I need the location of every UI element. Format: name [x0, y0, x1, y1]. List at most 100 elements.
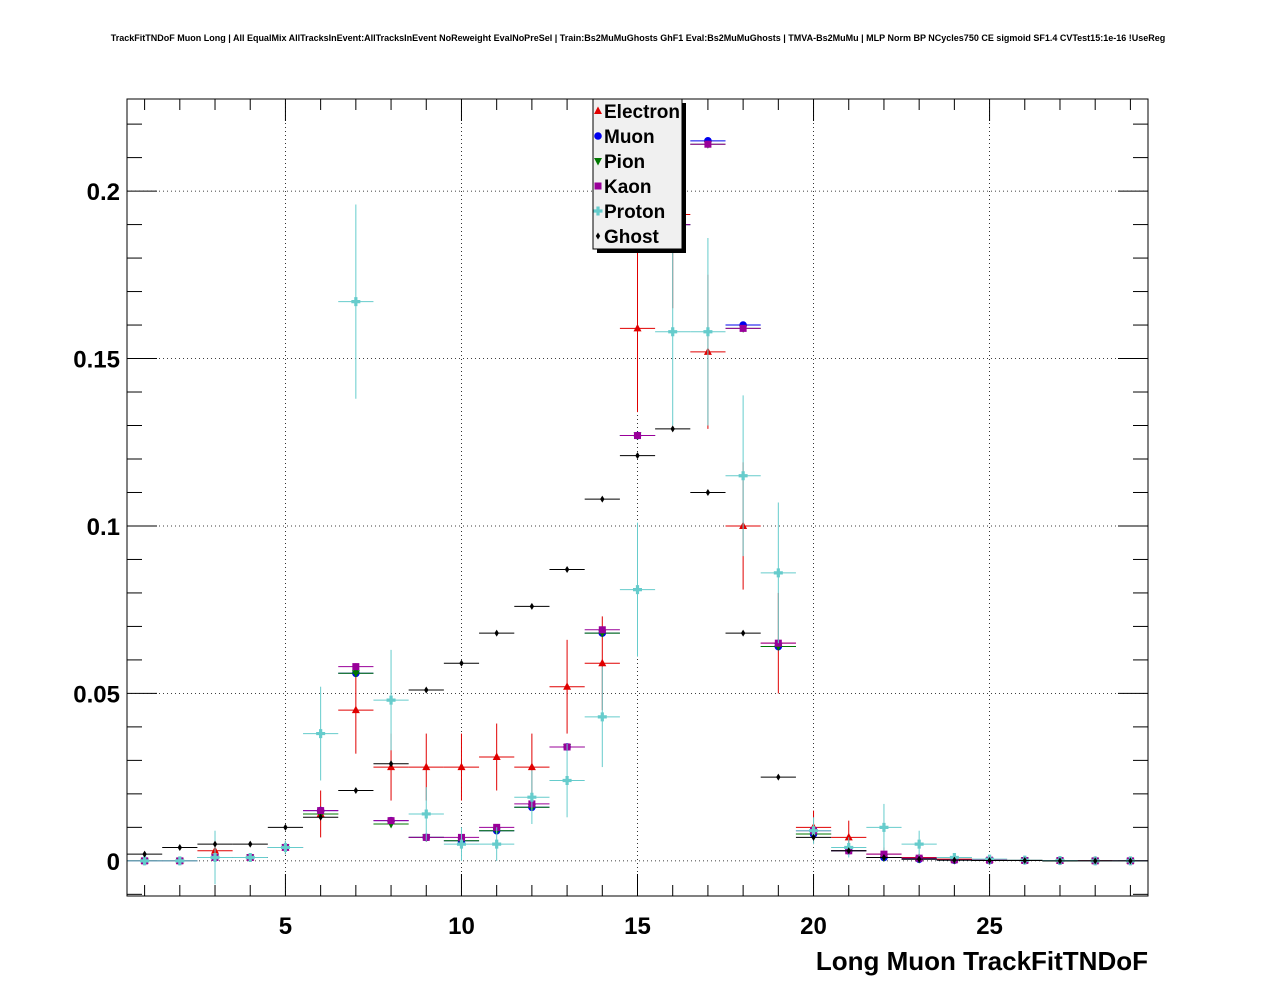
x-tick-label: 20: [800, 913, 827, 940]
legend-entry-proton: Proton: [593, 202, 665, 223]
data-point: [668, 327, 678, 337]
data-point: [562, 775, 572, 785]
data-point: [494, 629, 499, 637]
data-point: [598, 658, 607, 667]
x-tick-label: 5: [279, 913, 292, 940]
y-tick-label: 0: [107, 849, 120, 876]
axis-ticks: [127, 99, 1148, 896]
data-point: [177, 843, 183, 851]
data-point: [317, 807, 325, 815]
data-point: [142, 850, 147, 858]
data-point: [527, 762, 536, 771]
legend-label: Kaon: [604, 177, 652, 198]
tick-labels: 5 10 15 20 25 0 0.05 0.1 0.15 0.2: [73, 179, 1003, 940]
data-point: [598, 626, 606, 634]
data-point: [424, 686, 429, 694]
y-tick-label: 0.15: [73, 347, 120, 374]
data-point: [527, 792, 537, 802]
plot-title: TrackFitTNDoF Muon Long | All EqualMix A…: [110, 33, 1166, 43]
data-point: [245, 852, 255, 862]
data-point: [634, 432, 641, 440]
data-point: [1092, 857, 1098, 865]
data-point: [1128, 857, 1133, 865]
data-point: [704, 140, 712, 148]
data-point: [248, 840, 253, 848]
data-point: [563, 682, 572, 690]
data-point: [351, 297, 361, 307]
data-point: [846, 847, 851, 855]
legend-marker: [594, 158, 602, 166]
data-point: [352, 663, 360, 671]
legend-label: Proton: [604, 202, 665, 223]
data-series: [127, 120, 1148, 885]
data-point: [422, 762, 431, 771]
series-ghost: [127, 425, 1148, 865]
legend-label: Muon: [604, 127, 655, 148]
data-point: [1057, 857, 1063, 865]
data-point: [916, 855, 922, 863]
legend: Electron Muon Pion Kaon Proton Ghost: [592, 98, 686, 253]
data-point: [210, 852, 220, 862]
data-point: [387, 817, 395, 825]
data-point: [351, 705, 360, 714]
legend-entry-muon: Muon: [594, 127, 655, 148]
data-point: [283, 823, 288, 831]
data-point: [318, 813, 323, 821]
legend-label: Ghost: [604, 227, 660, 248]
x-tick-label: 25: [976, 913, 1003, 940]
y-tick-label: 0.2: [87, 179, 120, 206]
legend-entry-kaon: Kaon: [594, 177, 652, 198]
data-point: [316, 729, 326, 739]
data-point: [740, 629, 746, 637]
data-point: [280, 842, 290, 852]
data-point: [773, 568, 783, 578]
data-point: [635, 452, 640, 460]
data-point: [809, 826, 819, 836]
data-point: [459, 659, 464, 667]
data-point: [140, 856, 150, 866]
data-point: [633, 323, 642, 332]
data-point: [703, 327, 713, 337]
legend-label: Pion: [604, 152, 645, 173]
legend-label: Electron: [604, 102, 680, 123]
data-point: [492, 752, 501, 761]
data-point: [881, 853, 887, 861]
data-point: [388, 760, 394, 768]
legend-entry-ghost: Ghost: [595, 227, 660, 248]
legend-entry-electron: Electron: [594, 102, 680, 123]
data-point: [987, 857, 992, 865]
data-point: [776, 773, 781, 781]
x-tick-label: 15: [624, 913, 651, 940]
data-point: [811, 833, 816, 841]
x-axis-title: Long Muon TrackFitTNDoF: [816, 946, 1148, 976]
data-point: [952, 856, 957, 864]
data-point: [1022, 857, 1027, 865]
data-point: [600, 495, 605, 503]
legend-marker: [594, 106, 602, 114]
data-point: [386, 695, 396, 705]
legend-marker: [594, 132, 602, 140]
data-point: [457, 762, 466, 771]
data-point: [879, 822, 889, 832]
legend-box: [592, 98, 683, 250]
data-point: [456, 839, 466, 849]
data-point: [421, 809, 431, 819]
legend-marker: [594, 182, 602, 190]
legend-marker: [593, 206, 603, 216]
data-point: [914, 839, 924, 849]
y-tick-label: 0.05: [73, 681, 120, 708]
data-point: [529, 602, 535, 610]
data-point: [175, 856, 185, 866]
data-point: [212, 840, 218, 848]
data-point: [739, 324, 747, 332]
y-tick-label: 0.1: [87, 514, 120, 541]
data-point: [597, 712, 607, 722]
data-point: [351, 670, 360, 678]
data-point: [564, 565, 570, 573]
x-tick-label: 10: [448, 913, 475, 940]
data-point: [705, 488, 711, 496]
legend-marker: [595, 232, 601, 240]
series-proton: [127, 204, 1148, 885]
data-point: [844, 832, 853, 841]
